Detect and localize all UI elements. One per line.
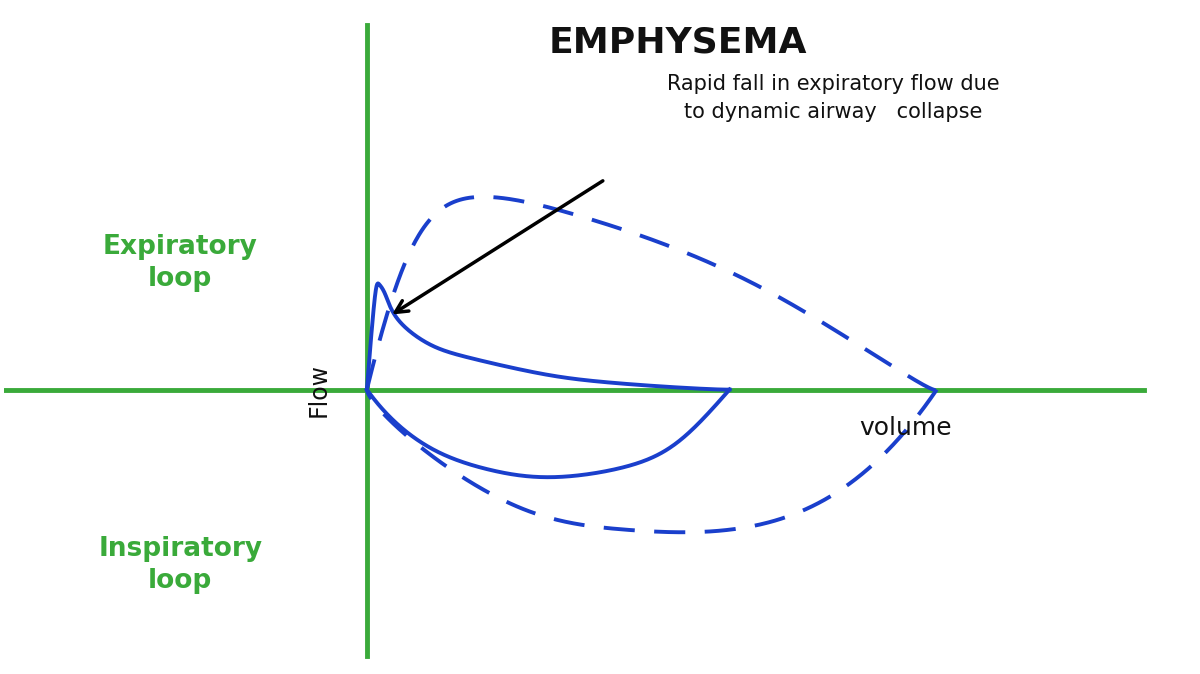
Text: Rapid fall in expiratory flow due
to dynamic airway   collapse: Rapid fall in expiratory flow due to dyn…: [667, 74, 1000, 122]
Text: Expiratory
loop: Expiratory loop: [103, 235, 258, 293]
Text: volume: volume: [859, 416, 952, 440]
Text: Flow: Flow: [306, 363, 330, 417]
Text: EMPHYSEMA: EMPHYSEMA: [548, 25, 806, 59]
Text: Inspiratory
loop: Inspiratory loop: [98, 536, 263, 594]
